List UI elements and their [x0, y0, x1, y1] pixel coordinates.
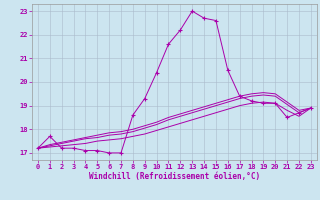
- X-axis label: Windchill (Refroidissement éolien,°C): Windchill (Refroidissement éolien,°C): [89, 172, 260, 181]
